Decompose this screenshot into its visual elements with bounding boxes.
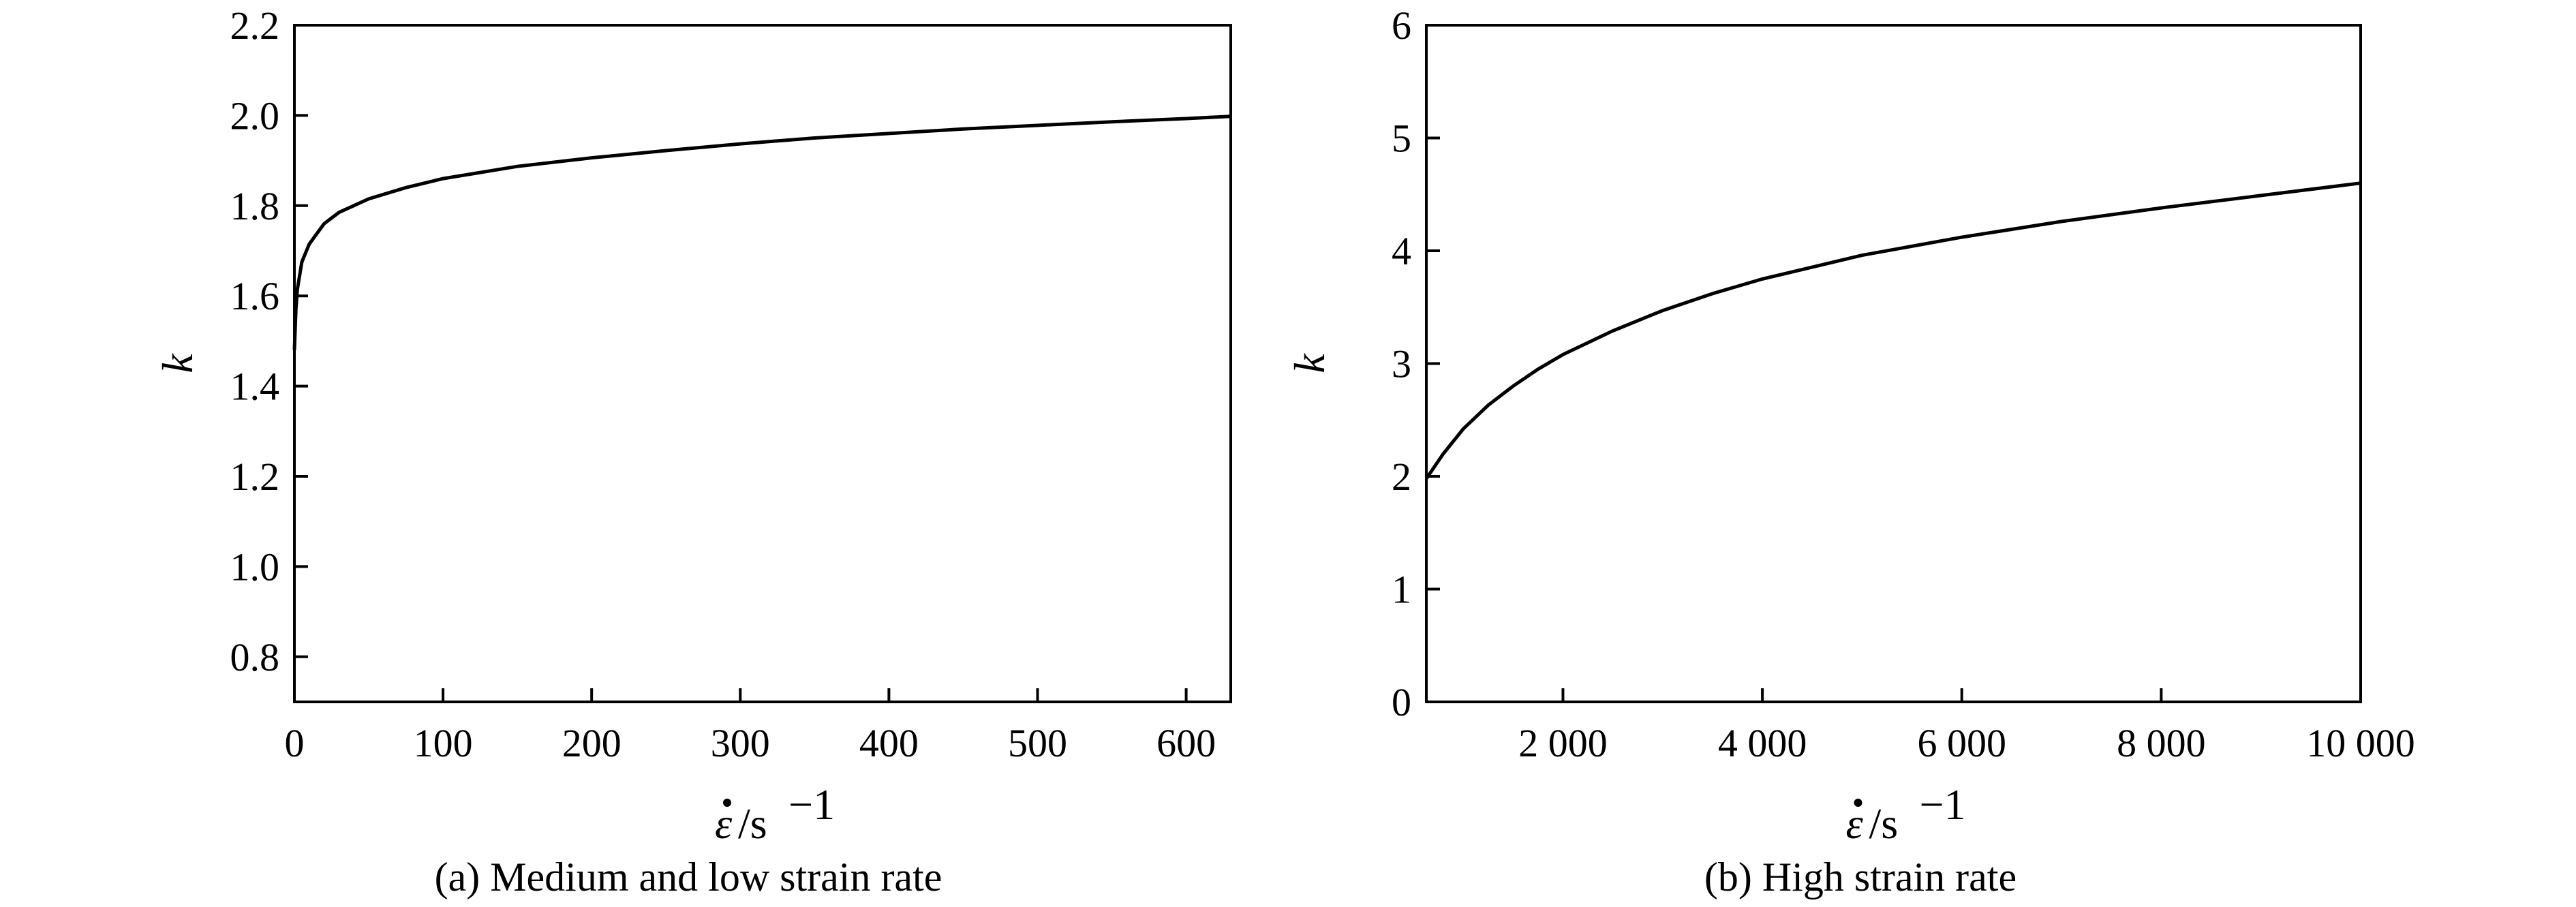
chart-a-y-tick-label: 0.8 — [230, 635, 280, 679]
chart-b-y-tick-label: 2 — [1392, 455, 1411, 499]
chart-a-x-axis-unit: /s — [738, 799, 767, 848]
chart-panel-b: 2 000 4 000 6 000 8 000 10 000 0 1 2 3 4 5 6 k ε /s… — [1285, 3, 2415, 900]
chart-a-x-axis-label: ε /s −1 — [715, 780, 835, 848]
chart-a-y-tick-label: 1.0 — [230, 544, 280, 589]
chart-b-y-tick-label: 3 — [1392, 342, 1411, 386]
chart-b-y-tick-label: 5 — [1392, 117, 1411, 161]
chart-a-x-tick-label: 200 — [562, 721, 622, 765]
chart-b-x-axis-exponent: −1 — [1920, 780, 1966, 829]
chart-a-tick-labels: 0 100 200 300 400 500 600 0.8 1.0 1.2 1.4 1.6 1.8 2.0… — [230, 3, 1216, 765]
chart-a-y-tick-label: 1.4 — [230, 365, 280, 409]
chart-b-x-axis-label: ε /s −1 — [1846, 780, 1966, 848]
chart-b-plot-frame — [1425, 24, 2362, 703]
chart-b-x-tick-label: 4 000 — [1718, 721, 1807, 765]
chart-b-x-tick-label: 6 000 — [1917, 721, 2006, 765]
chart-a-y-axis-label: k — [153, 353, 202, 373]
chart-a-y-tick-label: 2.0 — [230, 93, 280, 138]
chart-a-x-tick-label: 100 — [414, 721, 473, 765]
chart-b-y-tick-label: 6 — [1392, 3, 1411, 48]
chart-a-caption: (a) Medium and low strain rate — [435, 855, 942, 900]
chart-b-y-tick-label: 0 — [1392, 680, 1411, 724]
chart-b-x-tick-label: 10 000 — [2306, 721, 2415, 765]
chart-b-x-axis-dot — [1854, 799, 1862, 807]
chart-a-x-tick-label: 300 — [711, 721, 770, 765]
chart-b-x-axis-symbol: ε — [1846, 799, 1864, 848]
chart-a-y-tick-label: 1.6 — [230, 274, 280, 318]
chart-a-x-tick-label: 0 — [285, 721, 305, 765]
chart-a-x-axis-symbol: ε — [715, 799, 733, 848]
chart-a-plot-frame — [293, 24, 1232, 703]
chart-a-x-axis-dot — [723, 799, 731, 807]
chart-b-x-axis-unit: /s — [1869, 799, 1899, 848]
chart-panel-a: 0 100 200 300 400 500 600 0.8 1.0 1.2 1.4 1.6 1.8 2.0… — [153, 3, 1232, 900]
chart-a-x-tick-label: 600 — [1156, 721, 1216, 765]
chart-b-y-axis-label: k — [1285, 353, 1334, 373]
chart-a-y-tick-label: 1.2 — [230, 455, 280, 499]
chart-b-y-tick-label: 4 — [1392, 229, 1411, 273]
chart-b-y-tick-label: 1 — [1392, 568, 1411, 612]
chart-b-tick-labels: 2 000 4 000 6 000 8 000 10 000 0 1 2 3 4 5 6 — [1392, 3, 2415, 765]
chart-a-y-tick-label: 2.2 — [230, 3, 280, 48]
chart-b-ticks — [1426, 24, 2362, 703]
chart-b-caption: (b) High strain rate — [1704, 855, 2017, 900]
chart-b-curve — [1424, 181, 2361, 480]
chart-a-y-tick-label: 1.8 — [230, 184, 280, 228]
chart-a-x-axis-exponent: −1 — [788, 780, 835, 829]
chart-a-ticks — [293, 24, 1188, 702]
chart-b-x-tick-label: 2 000 — [1518, 721, 1608, 765]
chart-a-curve — [292, 114, 1231, 350]
chart-a-x-tick-label: 500 — [1008, 721, 1067, 765]
chart-b-x-tick-label: 8 000 — [2117, 721, 2206, 765]
chart-a-x-tick-label: 400 — [859, 721, 919, 765]
